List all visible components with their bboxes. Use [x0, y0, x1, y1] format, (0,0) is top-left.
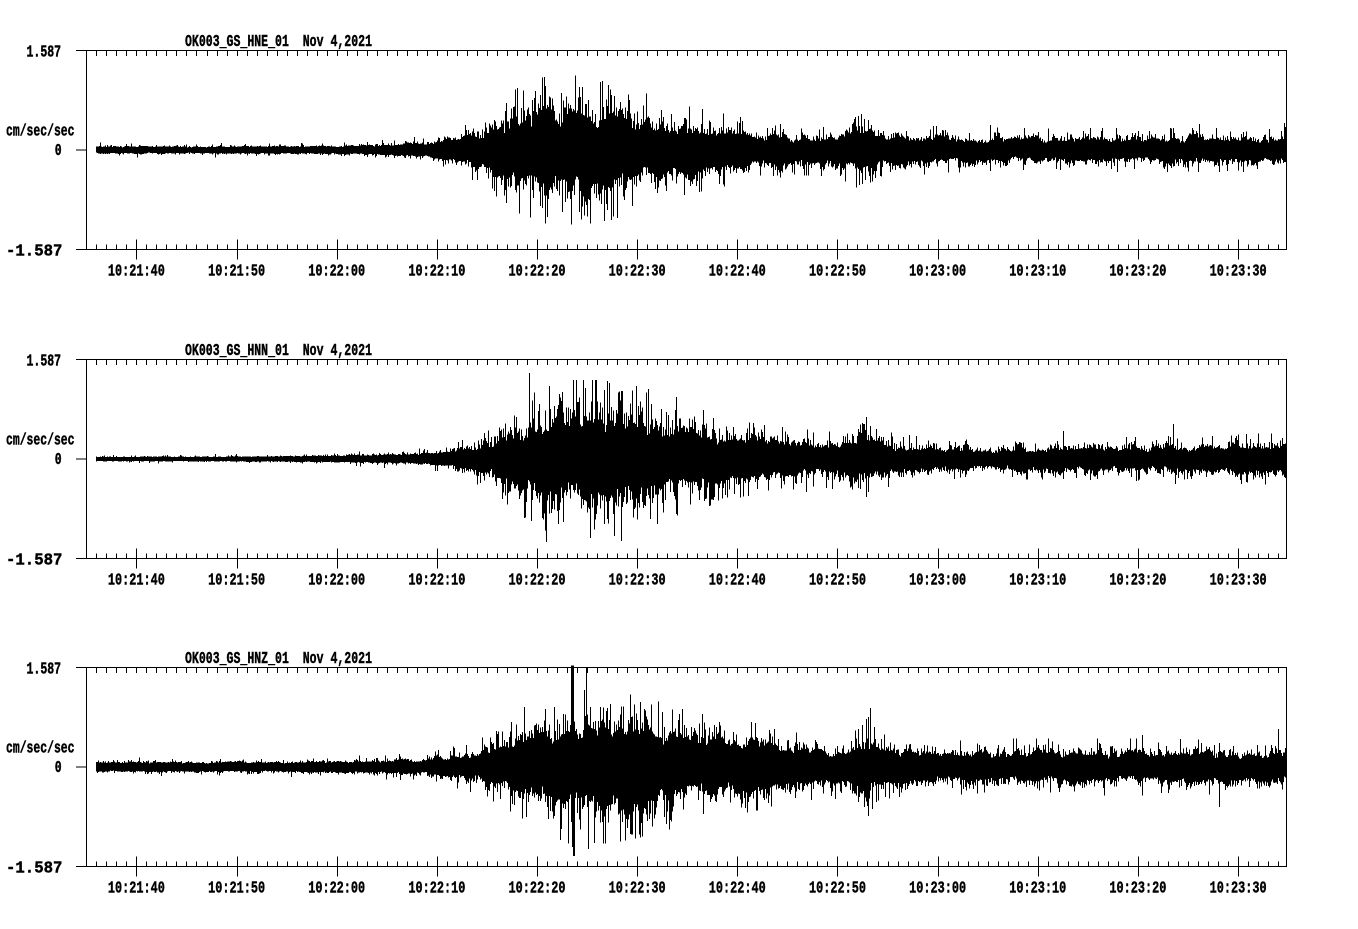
svg-text:cm/sec/sec: cm/sec/sec: [6, 123, 75, 142]
svg-text:10:22:20: 10:22:20: [509, 263, 566, 282]
svg-text:10:22:10: 10:22:10: [408, 572, 465, 591]
svg-text:-1.587: -1.587: [6, 860, 62, 879]
svg-text:10:22:50: 10:22:50: [809, 263, 866, 282]
svg-text:10:21:40: 10:21:40: [108, 263, 165, 282]
svg-text:10:22:00: 10:22:00: [308, 880, 365, 899]
svg-text:10:23:00: 10:23:00: [909, 880, 966, 899]
svg-text:10:23:20: 10:23:20: [1109, 880, 1166, 899]
svg-text:10:22:30: 10:22:30: [609, 572, 666, 591]
svg-text:0: 0: [55, 142, 62, 161]
svg-text:1.587: 1.587: [27, 660, 62, 679]
svg-text:10:23:00: 10:23:00: [909, 572, 966, 591]
svg-text:10:21:50: 10:21:50: [208, 572, 265, 591]
svg-text:10:23:30: 10:23:30: [1210, 263, 1267, 282]
svg-text:10:22:10: 10:22:10: [408, 880, 465, 899]
svg-text:1.587: 1.587: [27, 43, 62, 62]
svg-text:10:22:50: 10:22:50: [809, 880, 866, 899]
svg-text:10:22:20: 10:22:20: [509, 880, 566, 899]
svg-text:0: 0: [55, 759, 62, 778]
svg-text:10:22:40: 10:22:40: [709, 572, 766, 591]
svg-text:10:23:00: 10:23:00: [909, 263, 966, 282]
svg-text:-1.587: -1.587: [6, 243, 62, 262]
svg-text:10:21:40: 10:21:40: [108, 572, 165, 591]
svg-text:10:23:20: 10:23:20: [1109, 572, 1166, 591]
svg-text:10:22:40: 10:22:40: [709, 263, 766, 282]
svg-text:10:23:30: 10:23:30: [1210, 572, 1267, 591]
svg-text:10:22:20: 10:22:20: [509, 572, 566, 591]
svg-text:10:21:50: 10:21:50: [208, 263, 265, 282]
svg-text:10:23:20: 10:23:20: [1109, 263, 1166, 282]
svg-text:0: 0: [55, 451, 62, 470]
svg-text:OK003_GS_HNZ_01 Nov 4,2021: OK003_GS_HNZ_01 Nov 4,2021: [185, 650, 372, 669]
svg-text:10:22:10: 10:22:10: [408, 263, 465, 282]
svg-text:OK003_GS_HNE_01 Nov 4,2021: OK003_GS_HNE_01 Nov 4,2021: [185, 33, 372, 52]
svg-text:cm/sec/sec: cm/sec/sec: [6, 432, 75, 451]
svg-text:1.587: 1.587: [27, 352, 62, 371]
svg-text:10:22:00: 10:22:00: [308, 263, 365, 282]
svg-text:10:22:30: 10:22:30: [609, 880, 666, 899]
svg-text:10:23:10: 10:23:10: [1009, 263, 1066, 282]
svg-text:10:21:40: 10:21:40: [108, 880, 165, 899]
svg-text:10:22:50: 10:22:50: [809, 572, 866, 591]
svg-text:10:21:50: 10:21:50: [208, 880, 265, 899]
svg-text:cm/sec/sec: cm/sec/sec: [6, 740, 75, 759]
svg-text:OK003_GS_HNN_01 Nov 4,2021: OK003_GS_HNN_01 Nov 4,2021: [185, 342, 372, 361]
svg-text:10:23:10: 10:23:10: [1009, 572, 1066, 591]
svg-text:10:22:40: 10:22:40: [709, 880, 766, 899]
svg-text:10:22:30: 10:22:30: [609, 263, 666, 282]
svg-text:10:23:10: 10:23:10: [1009, 880, 1066, 899]
svg-text:10:22:00: 10:22:00: [308, 572, 365, 591]
svg-text:10:23:30: 10:23:30: [1210, 880, 1267, 899]
svg-text:-1.587: -1.587: [6, 552, 62, 571]
